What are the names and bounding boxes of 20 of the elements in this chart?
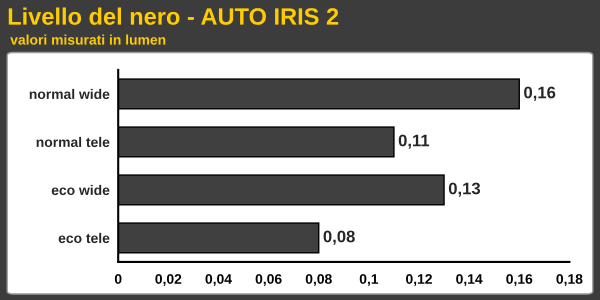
chart-subtitle: valori misurati in lumen <box>10 34 166 45</box>
y-tick-label: normal wide <box>30 88 110 100</box>
x-tick-label: 0,12 <box>406 274 432 286</box>
x-tick-label: 0,02 <box>155 274 182 286</box>
x-tick-label: 0,1 <box>360 274 378 286</box>
y-tick-label: eco tele <box>58 232 110 244</box>
x-tick-label: 0,08 <box>306 274 332 286</box>
data-label: 0,08 <box>324 230 355 245</box>
x-tick-label: 0,16 <box>506 274 532 286</box>
x-tick-label: 0,04 <box>206 274 232 286</box>
x-tick-label: 0 <box>114 274 122 284</box>
y-tick-label: eco wide <box>52 184 110 196</box>
data-label: 0,11 <box>398 134 430 149</box>
x-tick-label: 0,18 <box>556 274 582 286</box>
x-tick-label: 0,06 <box>256 274 282 286</box>
y-tick-label: normal tele <box>36 136 110 148</box>
data-label: 0,13 <box>448 182 480 197</box>
chart-title: Livello del nero - AUTO IRIS 2 <box>8 8 338 25</box>
data-label: 0,16 <box>524 86 556 101</box>
x-tick-label: 0,14 <box>456 274 483 286</box>
